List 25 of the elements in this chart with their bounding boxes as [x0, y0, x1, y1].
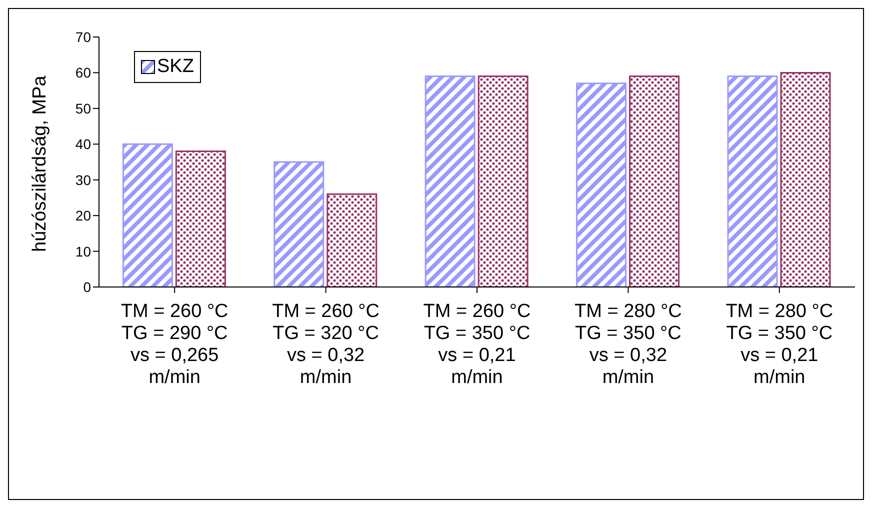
y-tick-label: 50	[75, 100, 92, 116]
y-tick-label: 20	[75, 208, 92, 224]
bar	[629, 76, 680, 287]
bar	[478, 76, 528, 287]
bar	[274, 161, 324, 287]
x-tick-label: TM = 280 °C TG = 350 °C vs = 0,21 m/min	[726, 301, 834, 388]
y-tick-label: 30	[75, 172, 92, 188]
y-tick-label: 10	[75, 243, 92, 260]
bar	[576, 82, 627, 287]
y-axis-title: húzószilárdság, MPa	[30, 75, 51, 252]
x-tick-label: TM = 280 °C TG = 350 °C vs = 0,32 m/min	[574, 301, 682, 388]
x-tick-label: TM = 260 °C TG = 320 °C vs = 0,32 m/min	[272, 301, 380, 388]
bar	[122, 143, 173, 287]
bar	[780, 72, 831, 287]
bar	[727, 76, 778, 287]
x-tick-label: TM = 260 °C TG = 290 °C vs = 0,265 m/min	[120, 301, 228, 388]
y-tick-label: 70	[75, 28, 92, 45]
bar	[175, 150, 226, 287]
bar	[424, 76, 476, 287]
x-tick-label: TM = 260 °C TG = 350 °C vs = 0,21 m/min	[423, 301, 531, 388]
legend-label: SKZ	[156, 56, 194, 78]
y-tick-label: 0	[83, 278, 92, 295]
bar	[326, 193, 378, 287]
y-tick-label: 60	[75, 64, 92, 81]
y-tick-label: 40	[75, 136, 92, 152]
